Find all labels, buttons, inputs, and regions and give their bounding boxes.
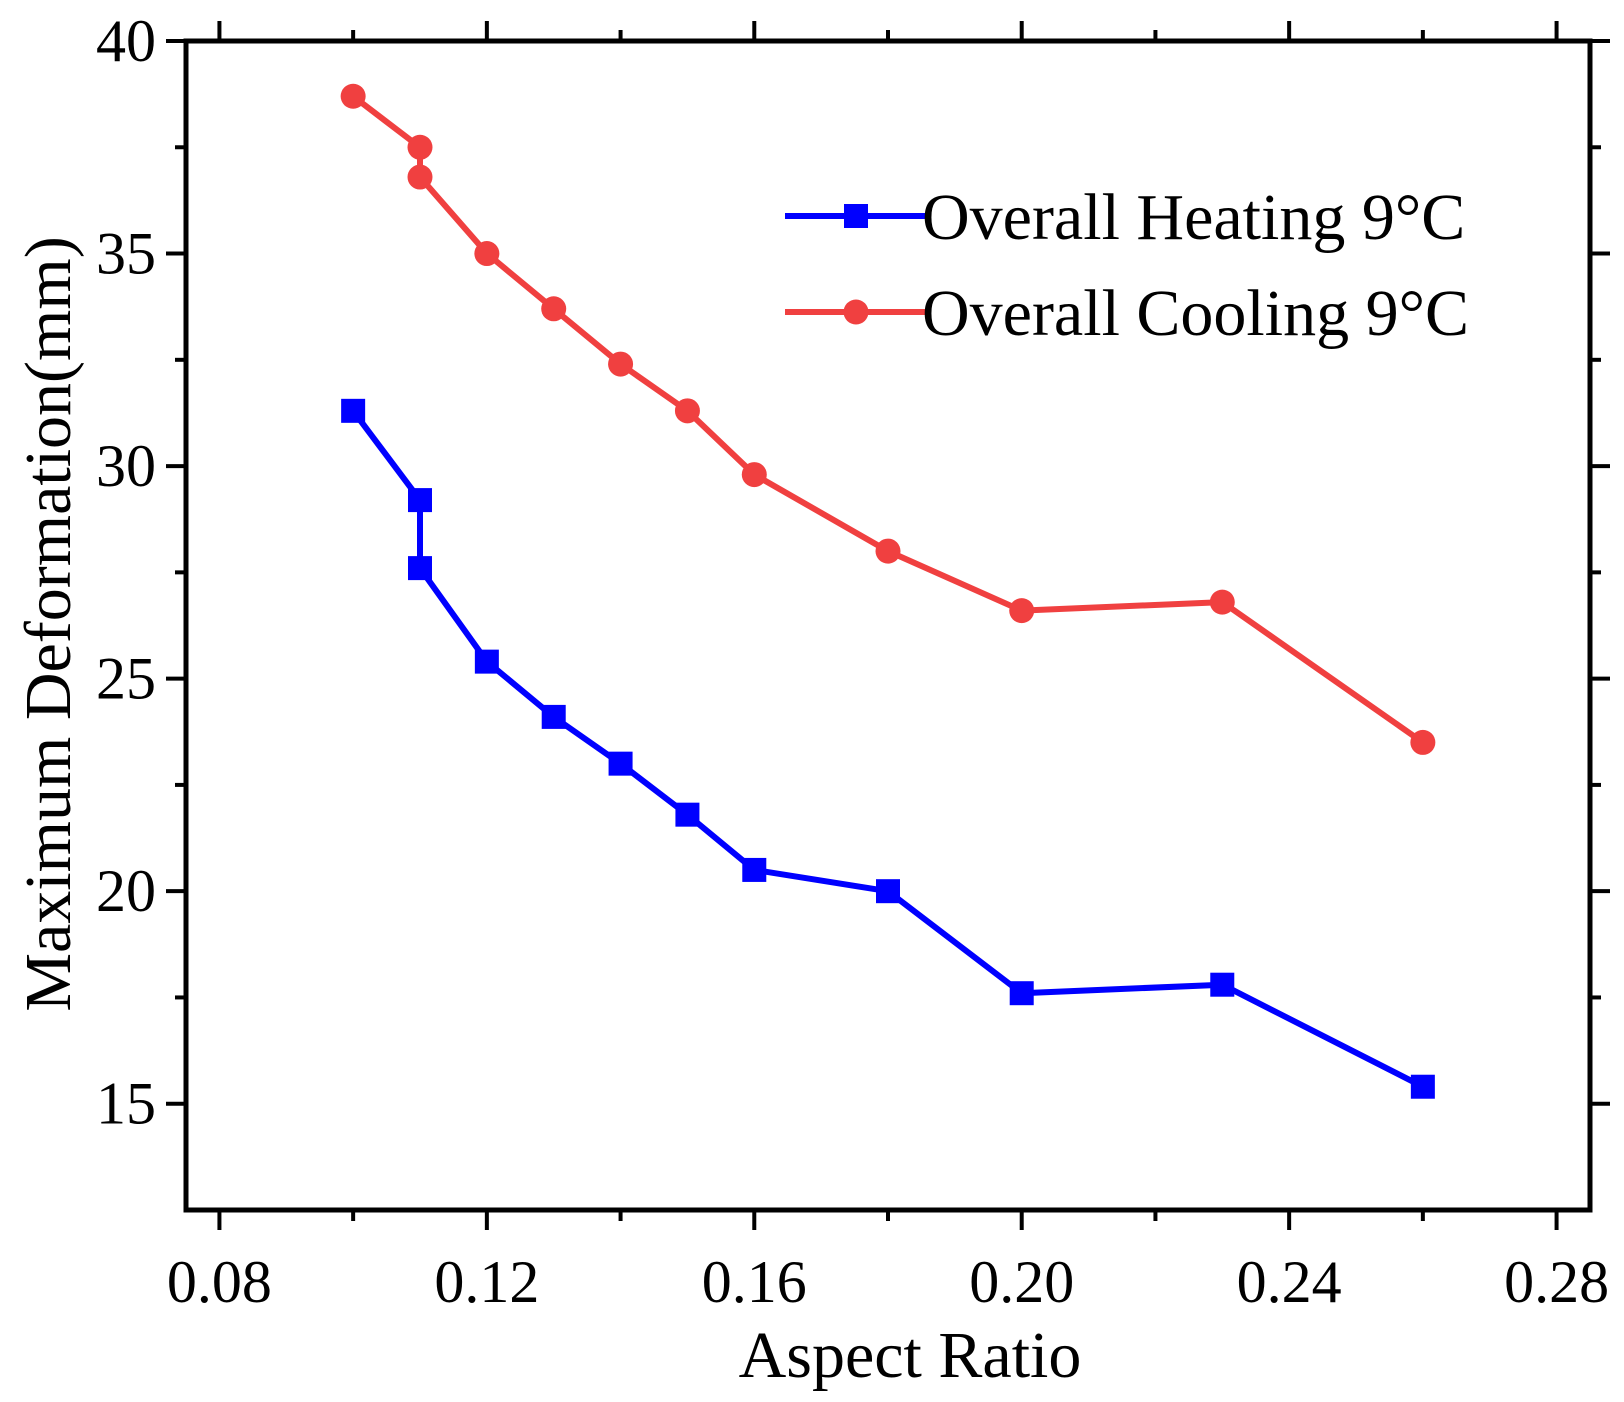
y-tick-label: 35	[96, 221, 156, 287]
x-axis-title: Aspect Ratio	[739, 1319, 1082, 1392]
x-tick-label: 0.08	[167, 1249, 272, 1315]
legend-item: Overall Heating 9°C	[785, 181, 1465, 254]
y-tick-label: 15	[96, 1071, 156, 1137]
data-point	[408, 556, 432, 581]
data-point	[875, 538, 901, 564]
data-point	[608, 751, 633, 776]
data-point	[741, 462, 767, 488]
data-point	[407, 134, 433, 160]
series-cooling	[340, 83, 1436, 755]
data-point	[541, 296, 567, 322]
y-tick-label: 30	[96, 433, 156, 499]
legend-item: Overall Cooling 9°C	[785, 277, 1469, 350]
data-point	[340, 83, 366, 109]
data-point	[608, 351, 634, 377]
data-point	[675, 802, 700, 827]
data-point	[1210, 972, 1235, 997]
data-point	[408, 488, 432, 513]
data-point	[742, 857, 767, 882]
y-tick-label: 40	[96, 8, 156, 74]
series-line	[350, 409, 1425, 1090]
data-point	[1009, 981, 1034, 1006]
axes: 0.08 0.12 0.16 0.20 0.24 0.28 15 20 25 30 35 40	[96, 8, 1610, 1315]
data-point	[1209, 589, 1235, 615]
y-tick-label: 20	[96, 858, 156, 924]
data-point	[474, 649, 499, 674]
data-point	[1410, 729, 1436, 755]
data-point	[1009, 598, 1035, 624]
data-point	[407, 164, 433, 190]
data-point	[474, 241, 500, 267]
x-tick-label: 0.12	[434, 1249, 539, 1315]
data-point	[1410, 1074, 1435, 1099]
legend-marker	[844, 204, 868, 228]
series-layer	[340, 83, 1436, 1099]
legend-marker	[843, 299, 869, 325]
data-point	[674, 398, 700, 424]
y-tick-label: 25	[96, 646, 156, 712]
x-tick-label: 0.16	[702, 1249, 807, 1315]
legend: Overall Heating 9°C Overall Cooling 9°C	[785, 181, 1469, 350]
data-point	[876, 879, 900, 904]
x-tick-label: 0.24	[1237, 1249, 1342, 1315]
x-tick-label: 0.20	[969, 1249, 1074, 1315]
data-point	[341, 398, 366, 423]
y-axis-title: Maximum Deformation(mm)	[12, 236, 85, 1011]
series-heating	[341, 398, 1435, 1099]
legend-label: Overall Heating 9°C	[922, 181, 1465, 254]
x-tick-label: 0.28	[1504, 1249, 1609, 1315]
data-point	[541, 704, 566, 729]
legend-label: Overall Cooling 9°C	[922, 277, 1469, 350]
